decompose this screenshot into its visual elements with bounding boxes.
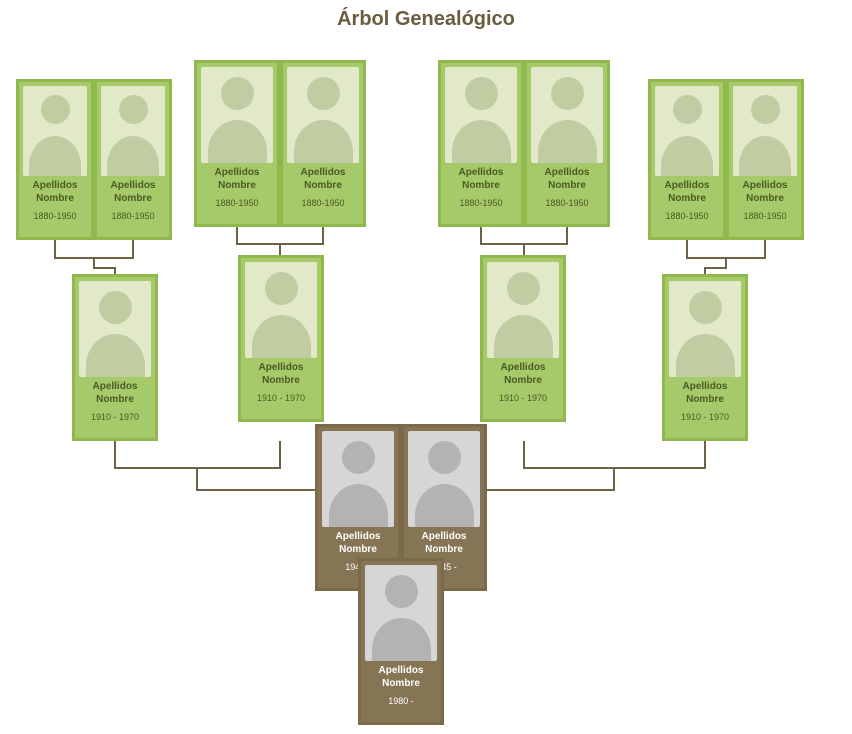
person-name: Nombre: [241, 375, 321, 388]
avatar-placeholder: [287, 67, 359, 163]
person-dates: 1880-1950: [441, 198, 521, 209]
person-dates: 1880-1950: [527, 198, 607, 209]
person-name: Nombre: [19, 193, 91, 206]
person-name: Nombre: [318, 544, 398, 557]
avatar-placeholder: [408, 431, 480, 527]
avatar-placeholder: [531, 67, 603, 163]
person-surname: Apellidos: [19, 180, 91, 193]
avatar-placeholder: [365, 565, 437, 661]
person-card-g3a2: ApellidosNombre 1880-1950: [94, 79, 172, 240]
person-name: Nombre: [527, 180, 607, 193]
person-name: Nombre: [729, 193, 801, 206]
person-surname: Apellidos: [197, 167, 277, 180]
person-name: Nombre: [651, 193, 723, 206]
connector-line: [687, 240, 765, 258]
person-name: Nombre: [361, 678, 441, 691]
person-card-g3a1: ApellidosNombre 1880-1950: [16, 79, 94, 240]
connector-line: [524, 441, 705, 468]
person-name: Nombre: [283, 180, 363, 193]
person-card-g0: ApellidosNombre 1980 -: [358, 558, 444, 725]
person-dates: 1880-1950: [729, 211, 801, 222]
person-card-g3c2: ApellidosNombre 1880-1950: [524, 60, 610, 227]
connector-line: [705, 258, 726, 274]
person-surname: Apellidos: [283, 167, 363, 180]
person-dates: 1980 -: [361, 696, 441, 707]
avatar-placeholder: [79, 281, 151, 377]
person-card-g2d: ApellidosNombre 1910 - 1970: [662, 274, 748, 441]
person-card-g2b: ApellidosNombre 1910 - 1970: [238, 255, 324, 422]
person-surname: Apellidos: [318, 531, 398, 544]
person-surname: Apellidos: [651, 180, 723, 193]
person-name: Nombre: [441, 180, 521, 193]
person-card-g3b1: ApellidosNombre 1880-1950: [194, 60, 280, 227]
person-surname: Apellidos: [361, 665, 441, 678]
person-name: Nombre: [197, 180, 277, 193]
person-dates: 1880-1950: [651, 211, 723, 222]
person-dates: 1910 - 1970: [483, 393, 563, 404]
avatar-placeholder: [445, 67, 517, 163]
avatar-placeholder: [322, 431, 394, 527]
person-surname: Apellidos: [729, 180, 801, 193]
person-dates: 1880-1950: [97, 211, 169, 222]
person-card-g3c1: ApellidosNombre 1880-1950: [438, 60, 524, 227]
connector-line: [481, 227, 567, 244]
person-surname: Apellidos: [483, 362, 563, 375]
avatar-placeholder: [487, 262, 559, 358]
avatar-placeholder: [655, 86, 719, 176]
connector-line: [237, 227, 323, 244]
person-dates: 1880-1950: [197, 198, 277, 209]
person-card-g3d1: ApellidosNombre 1880-1950: [648, 79, 726, 240]
person-card-g2c: ApellidosNombre 1910 - 1970: [480, 255, 566, 422]
person-card-g3d2: ApellidosNombre 1880-1950: [726, 79, 804, 240]
person-surname: Apellidos: [97, 180, 169, 193]
avatar-placeholder: [23, 86, 87, 176]
person-name: Nombre: [665, 394, 745, 407]
connector-line: [55, 240, 133, 258]
person-dates: 1910 - 1970: [665, 412, 745, 423]
person-surname: Apellidos: [441, 167, 521, 180]
avatar-placeholder: [245, 262, 317, 358]
person-surname: Apellidos: [241, 362, 321, 375]
page-title: Árbol Genealógico: [0, 8, 852, 31]
person-surname: Apellidos: [665, 381, 745, 394]
person-name: Nombre: [75, 394, 155, 407]
person-name: Nombre: [97, 193, 169, 206]
avatar-placeholder: [201, 67, 273, 163]
person-dates: 1880-1950: [19, 211, 91, 222]
person-name: Nombre: [404, 544, 484, 557]
person-dates: 1910 - 1970: [75, 412, 155, 423]
person-dates: 1910 - 1970: [241, 393, 321, 404]
avatar-placeholder: [669, 281, 741, 377]
person-surname: Apellidos: [404, 531, 484, 544]
person-name: Nombre: [483, 375, 563, 388]
person-card-g3b2: ApellidosNombre 1880-1950: [280, 60, 366, 227]
avatar-placeholder: [101, 86, 165, 176]
connector-line: [115, 441, 280, 468]
person-card-g2a: ApellidosNombre 1910 - 1970: [72, 274, 158, 441]
person-surname: Apellidos: [75, 381, 155, 394]
person-dates: 1880-1950: [283, 198, 363, 209]
connector-line: [94, 258, 115, 274]
person-surname: Apellidos: [527, 167, 607, 180]
avatar-placeholder: [733, 86, 797, 176]
